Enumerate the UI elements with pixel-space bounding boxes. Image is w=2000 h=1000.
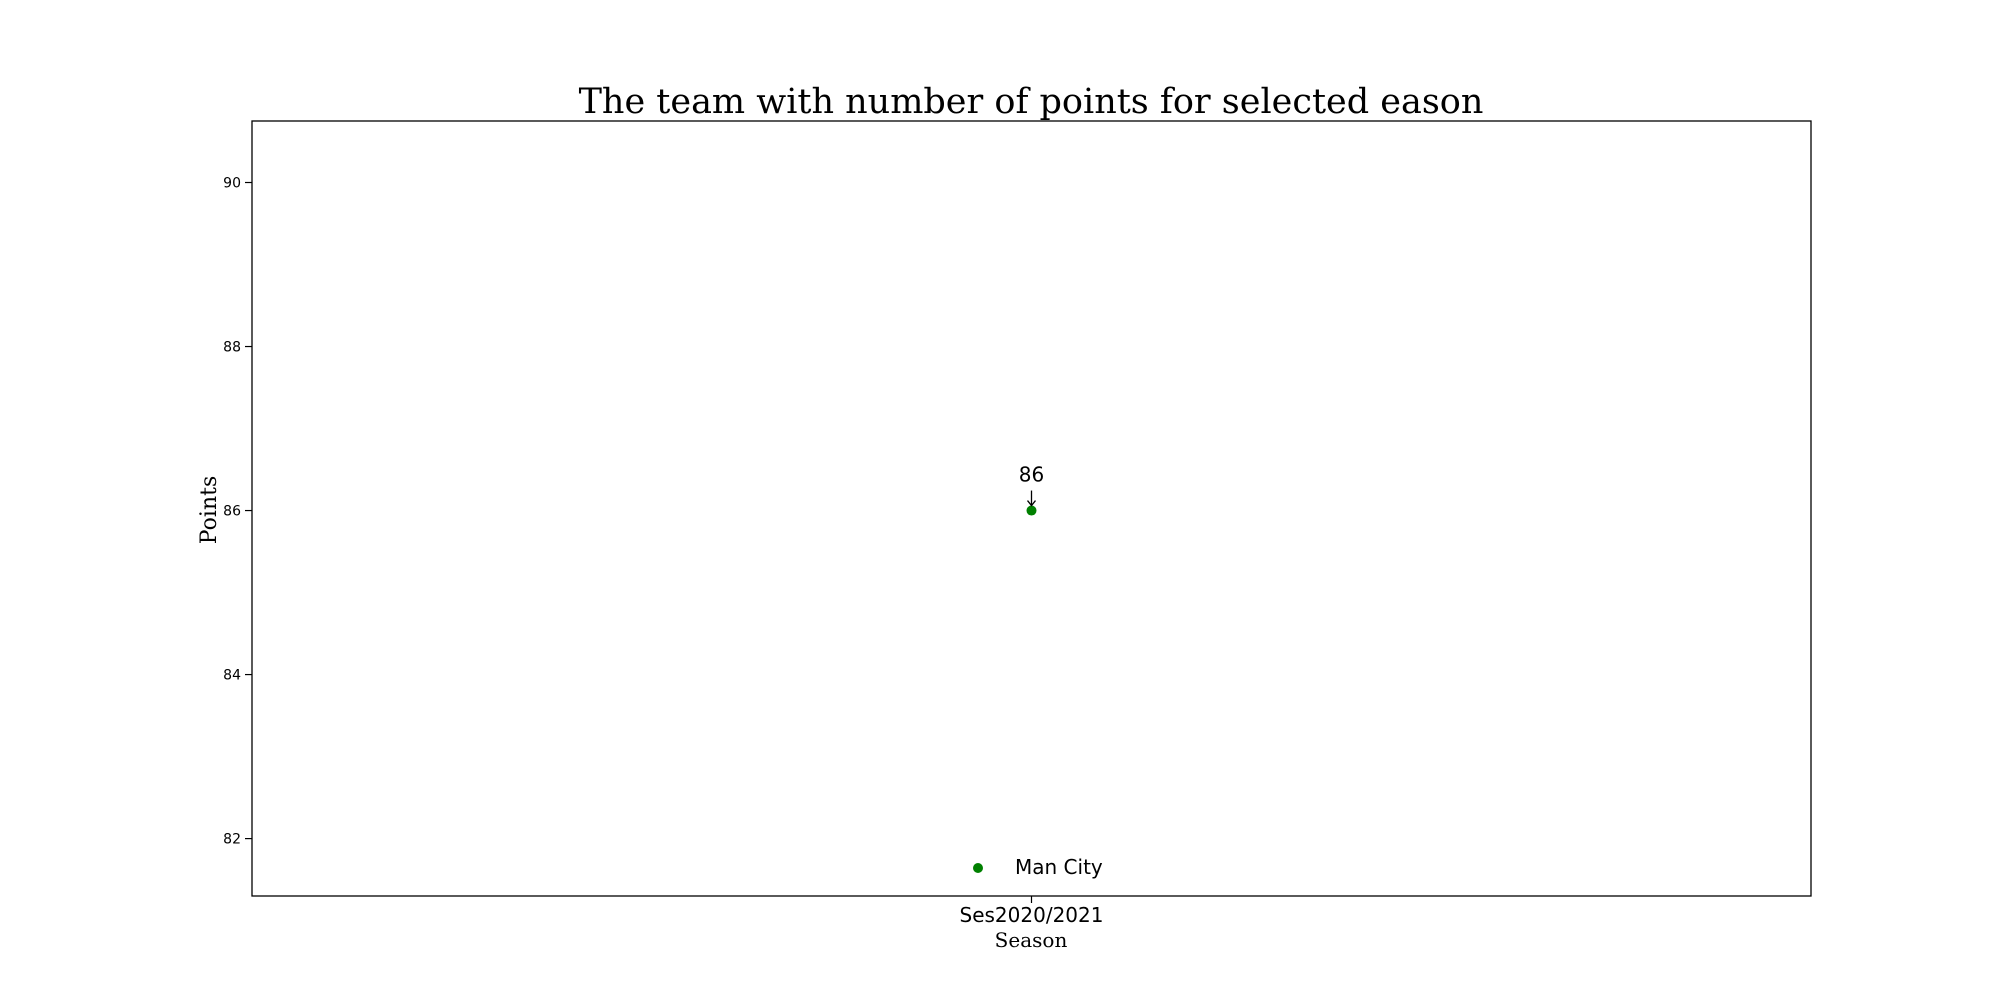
- x-axis: Ses2020/2021: [960, 896, 1104, 927]
- legend: Man City: [973, 855, 1103, 879]
- y-axis: 82 84 86 88 90: [223, 176, 252, 848]
- y-tick-label: 82: [223, 832, 241, 848]
- legend-marker-man-city: [973, 863, 983, 873]
- data-points: [1026, 505, 1037, 516]
- y-tick-label: 88: [223, 340, 241, 356]
- y-tick-label: 90: [223, 176, 241, 192]
- x-axis-label: Season: [995, 928, 1068, 952]
- x-tick-label: Ses2020/2021: [960, 903, 1104, 927]
- data-label: 86: [1019, 463, 1044, 487]
- annotation-arrow-head: [1026, 500, 1037, 507]
- legend-label-man-city: Man City: [1015, 855, 1103, 879]
- y-tick-label: 86: [223, 504, 241, 520]
- y-axis-label: Points: [197, 476, 222, 545]
- y-tick-label: 84: [223, 668, 241, 684]
- annotations: 86: [1019, 463, 1044, 507]
- chart-title: The team with number of points for selec…: [579, 82, 1484, 122]
- data-point: [1026, 505, 1037, 516]
